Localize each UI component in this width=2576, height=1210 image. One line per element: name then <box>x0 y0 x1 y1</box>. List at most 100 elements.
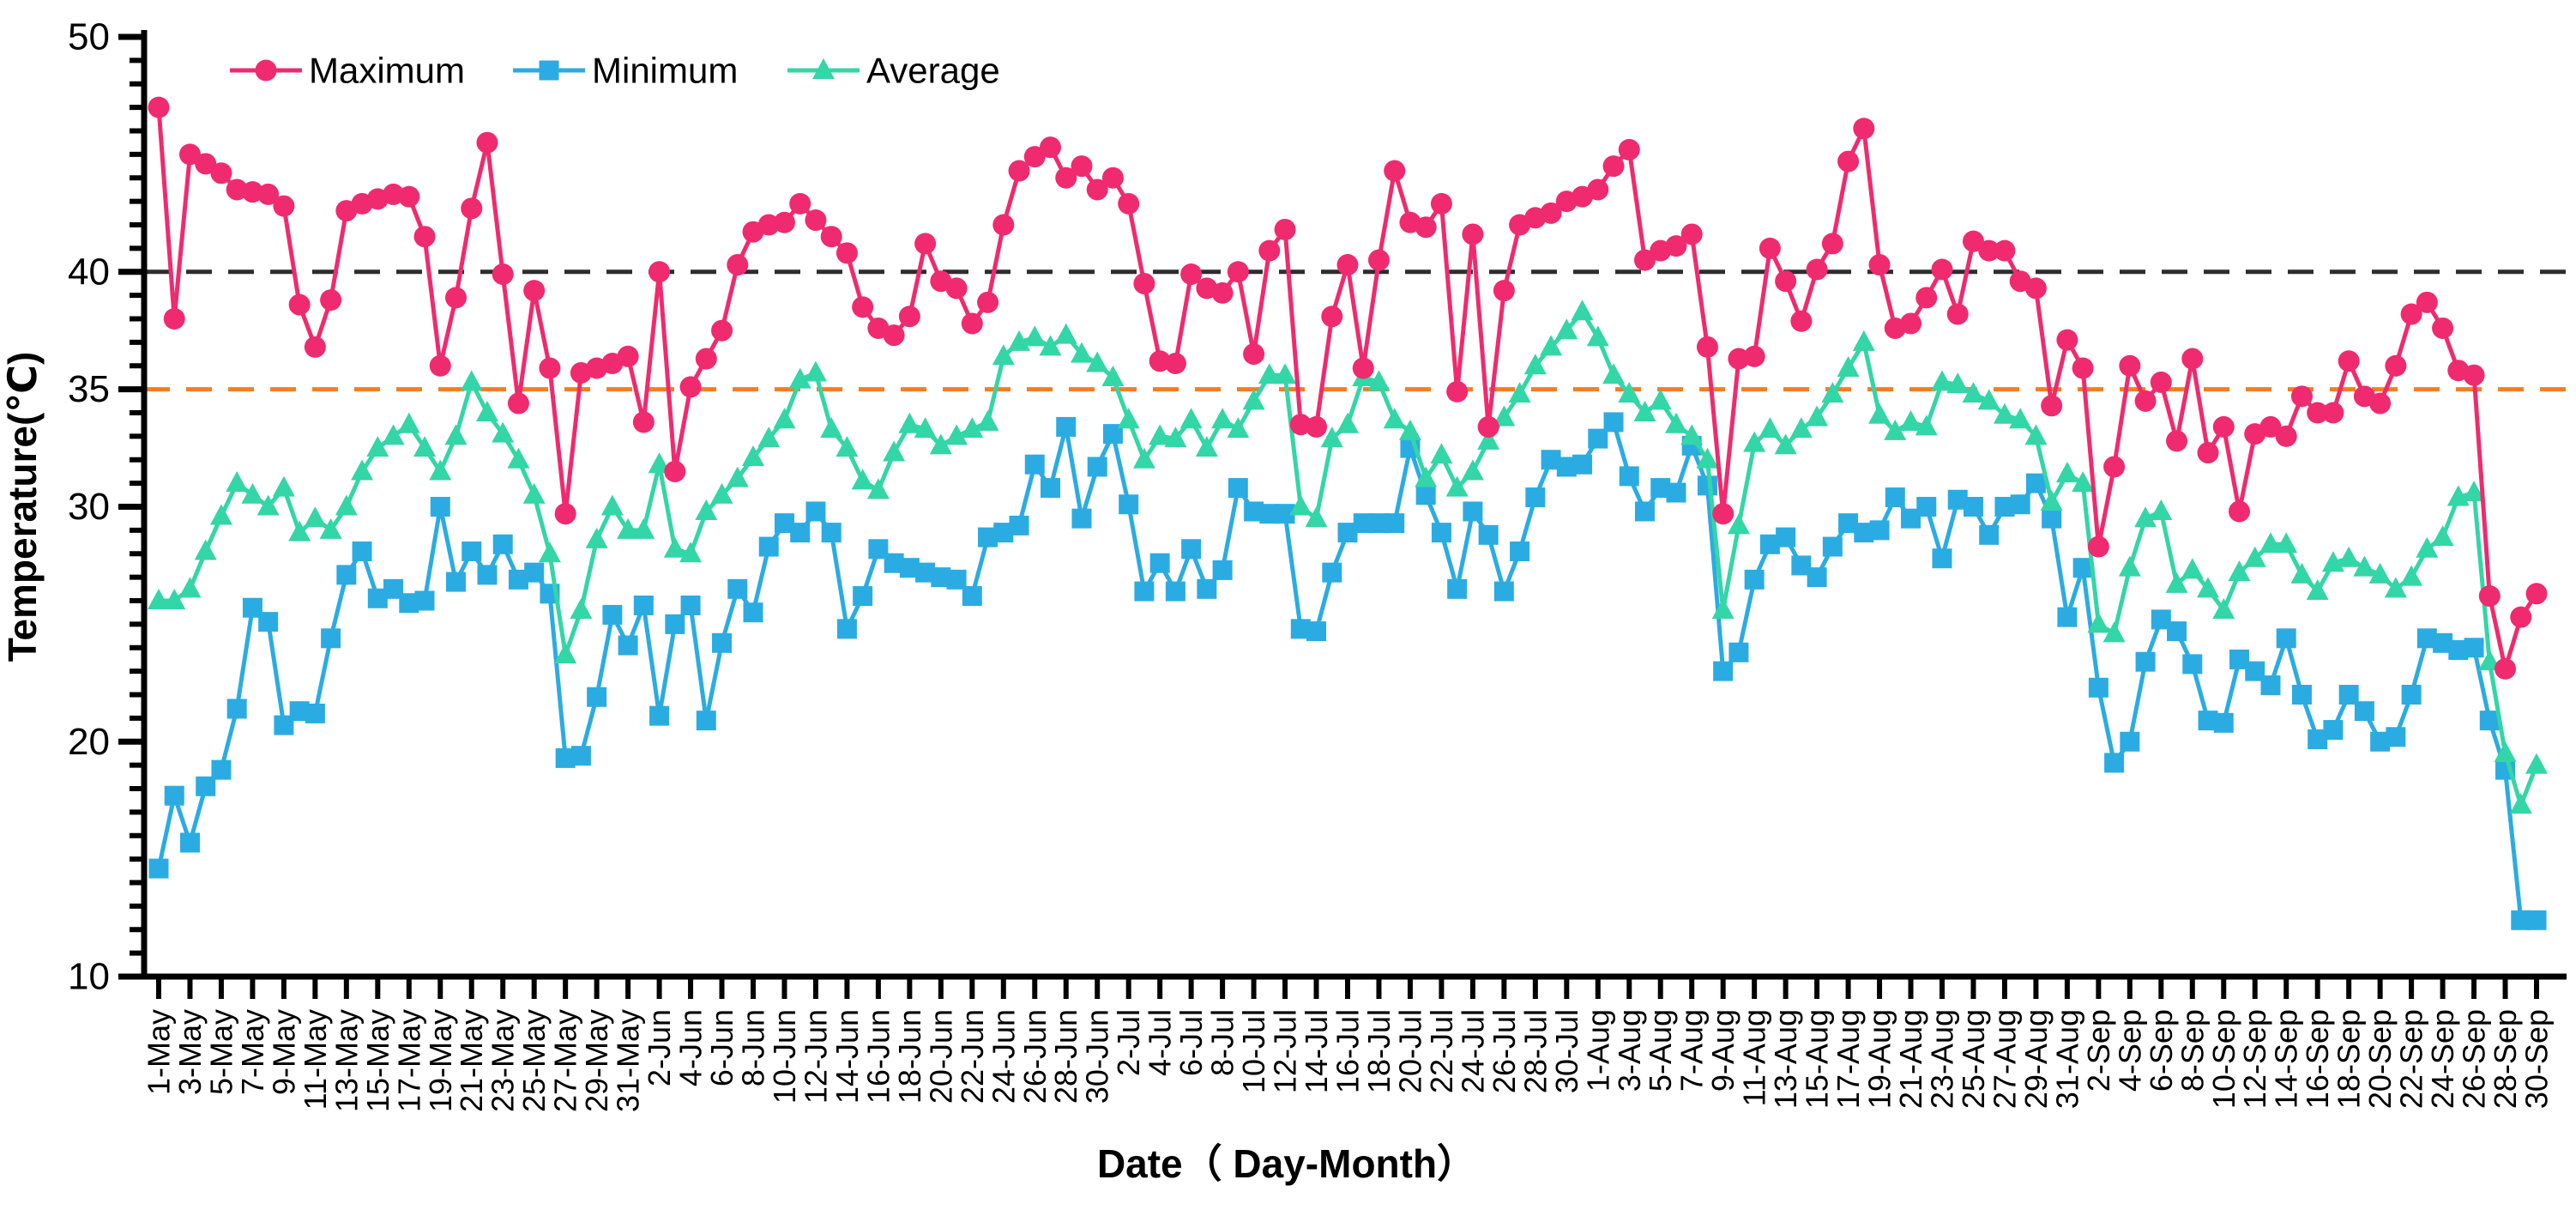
x-tick-label: 27-Aug <box>1987 1009 2022 1109</box>
series-maximum-marker <box>1743 345 1765 367</box>
x-tick-label: 10-Jul <box>1236 1009 1271 1093</box>
series-maximum-marker <box>2119 354 2141 377</box>
series-average-marker <box>1727 513 1750 535</box>
x-tick-label: 18-Jul <box>1361 1009 1397 1093</box>
series-minimum-marker <box>758 536 779 557</box>
x-tick-label: 2-Sep <box>2081 1009 2116 1092</box>
series-average-marker <box>335 494 358 516</box>
series-average-marker <box>2118 555 2141 577</box>
series-maximum-marker <box>2150 371 2172 393</box>
series-average-marker <box>2165 572 2188 593</box>
series-average-marker <box>866 478 890 499</box>
series-minimum-marker <box>570 746 591 766</box>
x-tick-label: 15-May <box>360 1009 395 1112</box>
series-average-marker <box>2275 532 2298 554</box>
series-maximum-marker <box>2181 348 2204 370</box>
series-average-marker <box>804 360 827 382</box>
series-maximum-marker <box>1243 343 1265 366</box>
series-maximum-marker <box>1086 178 1108 201</box>
series-minimum-marker <box>1869 520 1890 541</box>
series-minimum-marker <box>2401 685 2422 705</box>
series-minimum-marker <box>1572 454 1593 475</box>
x-tick-label: 11-May <box>298 1009 333 1110</box>
x-tick-label: 4-Jul <box>1143 1009 1178 1076</box>
series-minimum-marker <box>962 586 982 607</box>
series-minimum-marker <box>2479 711 2500 731</box>
series-maximum-marker <box>1164 353 1186 375</box>
series-average-marker <box>163 589 186 609</box>
series-minimum-marker <box>2072 558 2093 578</box>
series-maximum-marker <box>2134 390 2157 412</box>
series-minimum-marker <box>462 541 482 562</box>
x-tick-label: 30-Jul <box>1549 1009 1584 1093</box>
series-minimum-marker <box>399 593 419 614</box>
series-minimum-marker <box>2291 685 2312 705</box>
x-tick-label: 8-Jul <box>1205 1009 1240 1076</box>
x-tick-label: 3-May <box>172 1009 208 1095</box>
series-average-marker <box>1086 351 1109 372</box>
series-minimum-marker <box>602 604 623 625</box>
series-minimum-marker <box>383 578 404 599</box>
x-tick-label: 28-Sep <box>2488 1009 2523 1109</box>
series-average-marker <box>1367 370 1391 391</box>
series-average-marker <box>742 445 764 467</box>
series-minimum-marker <box>1353 513 1373 534</box>
series-maximum-marker <box>1696 336 1718 358</box>
x-tick-label: 26-Sep <box>2457 1009 2492 1109</box>
series-average-marker <box>1696 447 1719 469</box>
series-average-marker <box>1806 405 1829 427</box>
series-maximum-marker <box>461 197 483 220</box>
series-average-marker <box>2102 621 2126 643</box>
series-average-marker <box>976 409 999 431</box>
series-minimum-marker <box>1854 523 1874 543</box>
series-minimum-marker <box>1541 450 1561 470</box>
x-tick-label: 24-Sep <box>2425 1009 2460 1109</box>
series-minimum-marker <box>430 497 450 517</box>
series-maximum-marker <box>1790 310 1813 332</box>
series-minimum-marker <box>1666 482 1686 503</box>
series-minimum-marker <box>1244 501 1264 522</box>
series-minimum-marker <box>1165 581 1185 602</box>
series-average-marker <box>444 424 468 445</box>
series-minimum-marker <box>805 501 826 522</box>
series-minimum-marker <box>1478 524 1499 545</box>
x-tick-label: 6-Sep <box>2144 1009 2179 1092</box>
series-maximum-marker <box>195 153 217 175</box>
series-maximum-marker <box>1462 223 1484 245</box>
series-average-marker <box>2181 558 2204 579</box>
series-average-marker <box>1586 325 1609 347</box>
series-minimum-marker <box>1306 621 1327 642</box>
series-maximum-marker <box>2229 500 2250 523</box>
series-minimum-marker <box>211 759 232 780</box>
series-average-marker <box>1946 372 1970 394</box>
series-minimum-marker <box>352 541 372 562</box>
series-minimum-marker <box>1994 497 2015 517</box>
series-minimum-marker <box>1415 485 1436 505</box>
x-tick-label: 17-May <box>391 1009 426 1112</box>
series-maximum-marker <box>820 226 842 248</box>
x-tick-label: 21-Aug <box>1893 1009 1928 1109</box>
series-maximum-marker <box>523 280 546 302</box>
series-maximum-marker <box>2072 357 2094 379</box>
series-average-marker <box>397 412 420 433</box>
series-average-marker <box>1649 389 1672 410</box>
x-tick-label: 19-May <box>423 1009 458 1112</box>
series-average-marker <box>304 506 327 528</box>
series-minimum-marker <box>446 572 466 592</box>
series-maximum-marker <box>257 183 280 205</box>
series-maximum-marker <box>1118 192 1140 215</box>
series-average-marker <box>1398 419 1421 440</box>
series-average-marker <box>554 642 577 663</box>
x-axis-title: Date（ Day-Month） <box>1097 1141 1476 1186</box>
series-average-marker <box>1633 401 1656 421</box>
x-tick-label: 30-Sep <box>2519 1009 2555 1109</box>
series-average-marker <box>1070 342 1093 363</box>
series-average-marker <box>2150 499 2173 520</box>
series-maximum-marker <box>992 214 1015 236</box>
series-minimum-marker <box>2042 508 2062 529</box>
series-maximum-marker <box>2432 317 2454 339</box>
series-maximum-marker <box>1978 239 2000 262</box>
x-tick-label: 22-Jun <box>955 1009 990 1104</box>
series-average-marker <box>1164 427 1187 448</box>
